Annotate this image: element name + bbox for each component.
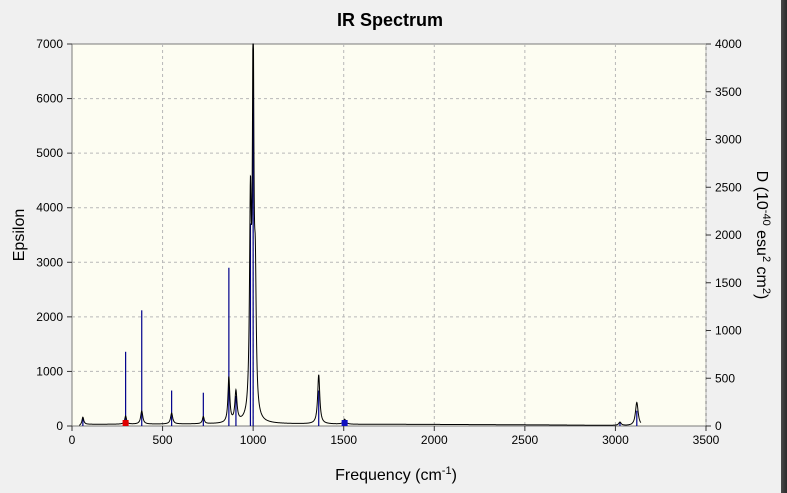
y-axis-title: Epsilon	[11, 209, 28, 261]
x-axis-title-exp: -1	[442, 465, 452, 477]
x-tick-label: 2000	[421, 433, 448, 447]
y2-tick-label: 2000	[715, 228, 742, 242]
stick-series	[82, 54, 638, 426]
peak-marker[interactable]	[341, 420, 348, 426]
y2-axis-title: D (10-40 esu2 cm2)	[753, 171, 772, 300]
x-tick-label: 3500	[693, 433, 720, 447]
chart-title: IR Spectrum	[337, 10, 443, 30]
y-tick-label: 7000	[36, 37, 63, 51]
window-edge	[781, 0, 787, 493]
y2-title-part1: D (10	[753, 171, 770, 210]
x-tick-label: 1500	[330, 433, 357, 447]
y-tick-label: 0	[56, 419, 63, 433]
y2-title-exp3: 2	[760, 288, 772, 294]
y-tick-label: 3000	[36, 255, 63, 269]
y-tick-label: 5000	[36, 146, 63, 160]
y2-tick-label: 2500	[715, 180, 742, 194]
y-tick-label: 1000	[36, 364, 63, 378]
y2-tick-label: 0	[715, 419, 722, 433]
y2-title-exp2: 2	[760, 256, 772, 262]
y-tick-label: 4000	[36, 201, 63, 215]
x-tick-label: 2500	[512, 433, 539, 447]
y2-tick-label: 3500	[715, 85, 742, 99]
x-axis-title-close: )	[452, 467, 457, 484]
y-tick-label: 2000	[36, 310, 63, 324]
y2-title-part2: esu	[753, 226, 770, 256]
y2-tick-label: 4000	[715, 37, 742, 51]
peak-marker[interactable]	[122, 420, 129, 426]
y2-title-part3: cm	[753, 262, 770, 288]
spectrum-line	[78, 43, 642, 426]
y2-title-exp1: -40	[760, 210, 772, 226]
y2-title-part4: )	[753, 294, 770, 299]
x-tick-label: 500	[153, 433, 173, 447]
y2-tick-label: 1500	[715, 276, 742, 290]
y2-tick-label: 500	[715, 371, 735, 385]
axis-ticks: 0 500 1000 1500 2000 2500 3000 3500010002000300…	[36, 37, 742, 447]
y-tick-label: 6000	[36, 92, 63, 106]
peak-markers	[122, 420, 348, 426]
x-tick-label: 3000	[602, 433, 629, 447]
x-axis-title: Frequency (cm-1)	[335, 465, 457, 484]
y2-tick-label: 3000	[715, 133, 742, 147]
x-tick-label: 1000	[240, 433, 267, 447]
y2-tick-label: 1000	[715, 324, 742, 338]
x-axis-title-text: Frequency (cm	[335, 467, 442, 484]
x-tick-label: 0	[69, 433, 76, 447]
plot-area	[71, 43, 707, 427]
